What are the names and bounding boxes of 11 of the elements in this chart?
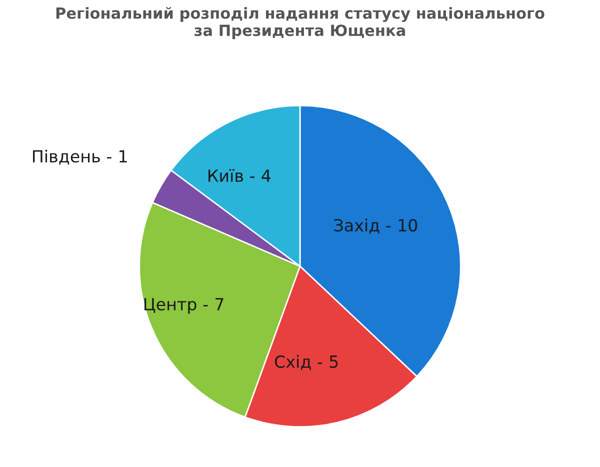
- data-label: 10: [398, 218, 418, 232]
- slice-label: Південь -: [33, 150, 112, 165]
- data-label: 7: [215, 298, 224, 310]
- data-label: 4: [262, 170, 271, 182]
- slice-label: Схід -: [274, 355, 322, 370]
- chart-title: Регіональний розподіл надання статусу національного за Президента Ющенка: [56, 7, 544, 40]
- slice-label: Центр -: [144, 298, 208, 314]
- data-label: 1: [120, 150, 127, 162]
- data-label: 5: [330, 356, 338, 368]
- slice-label: Захід -: [334, 218, 391, 234]
- slice-label: Київ -: [208, 169, 254, 182]
